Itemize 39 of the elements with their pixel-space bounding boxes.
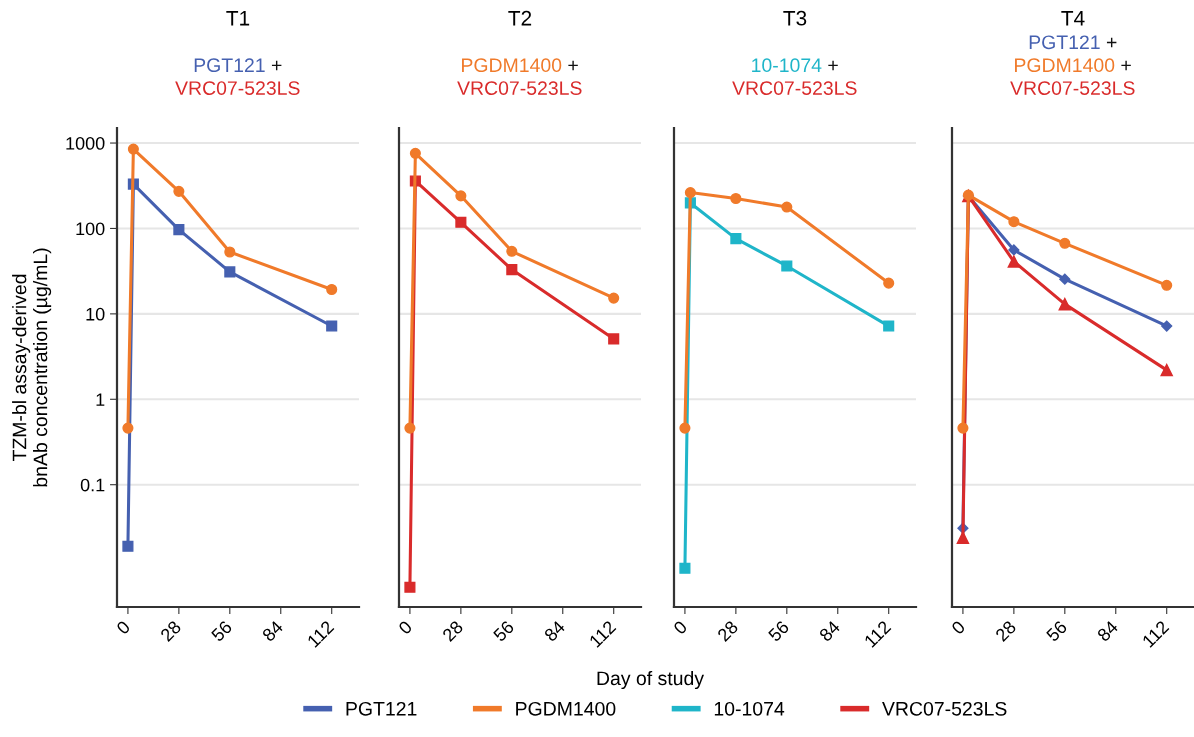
x-tick-label: 56 [767,620,790,643]
y-tick-label: 100 [76,222,105,236]
x-tick-label: 28 [159,620,182,643]
y-axis-title: TZM-bl assay-derived bnAb concentration (µg/mL) [12,248,52,487]
legend-label: PGT121 [346,701,417,716]
y-tick-label: 1000 [66,136,105,150]
chart-subtitle: PGT121 + VRC07-523LS [175,58,300,95]
x-tick-label: 84 [818,619,841,643]
x-tick-label: 112 [588,620,617,648]
x-tick-label: 28 [994,620,1017,643]
x-tick-label: 0 [397,619,413,636]
chart-title: T4 [1061,11,1085,26]
x-tick-label: 56 [210,620,233,643]
y-tick-label: 10 [86,307,105,321]
chart-subtitle: PGDM1400 + VRC07-523LS [457,58,582,95]
y-tick-label: 0.1 [80,478,105,492]
x-tick-label: 112 [1141,620,1170,648]
chart-title: T1 [226,11,250,26]
x-tick-label: 84 [1096,619,1119,643]
x-tick-label: 112 [306,620,335,648]
x-tick-label: 84 [543,619,566,643]
legend-label: VRC07-523LS [882,701,1007,716]
x-tick-label: 0 [115,619,131,636]
x-tick-label: 56 [492,620,515,643]
x-tick-label: 0 [950,619,966,636]
chart-subtitle: 10-1074 + VRC07-523LS [732,58,857,95]
x-tick-label: 0 [672,619,688,636]
text: Day of study [597,670,704,690]
x-tick-label: 28 [716,620,739,643]
legend-label: PGDM1400 [516,701,616,716]
x-tick-label: 112 [863,620,892,648]
x-tick-label: 28 [441,620,464,643]
chart-title: T3 [783,10,807,26]
chart-subtitle: PGT121 + PGDM1400 + VRC07-523LS [1010,35,1135,95]
legend-label: 10-1074 [714,701,785,716]
x-tick-label: 84 [261,619,284,643]
chart-title: T2 [508,10,532,26]
x-tick-label: 56 [1045,620,1068,643]
y-tick-label: 1 [96,393,105,406]
